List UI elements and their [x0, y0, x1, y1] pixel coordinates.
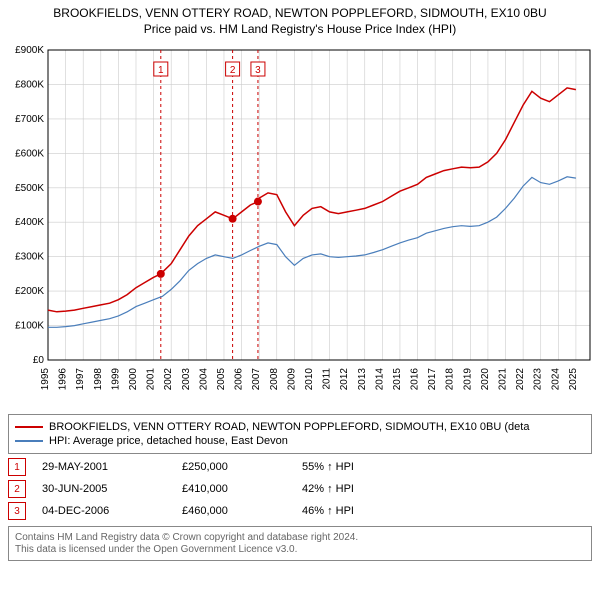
svg-text:2006: 2006 [234, 368, 245, 391]
svg-text:2024: 2024 [550, 368, 561, 391]
svg-text:2018: 2018 [445, 368, 456, 391]
svg-text:3: 3 [255, 65, 261, 76]
transaction-date: 29-MAY-2001 [42, 461, 182, 473]
svg-text:2023: 2023 [533, 368, 544, 391]
svg-text:2017: 2017 [427, 368, 438, 391]
svg-text:2003: 2003 [181, 368, 192, 391]
chart-title: BROOKFIELDS, VENN OTTERY ROAD, NEWTON PO… [0, 0, 600, 20]
footer-line-2: This data is licensed under the Open Gov… [15, 544, 585, 555]
svg-text:£400K: £400K [15, 217, 44, 228]
chart-subtitle: Price paid vs. HM Land Registry's House … [0, 20, 600, 40]
svg-text:2001: 2001 [146, 368, 157, 391]
svg-text:2022: 2022 [515, 368, 526, 391]
legend-label: BROOKFIELDS, VENN OTTERY ROAD, NEWTON PO… [49, 421, 529, 433]
svg-text:£0: £0 [33, 355, 45, 366]
svg-text:2: 2 [230, 65, 236, 76]
chart-area: £0 £100K £200K £300K £400K £500K £600K £700K £80… [0, 40, 600, 410]
line-chart: £0 £100K £200K £300K £400K £500K £600K £700K £80… [0, 40, 600, 410]
transaction-pct: 55% ↑ HPI [302, 461, 422, 473]
svg-text:2009: 2009 [286, 368, 297, 391]
svg-text:2019: 2019 [462, 368, 473, 391]
svg-text:1998: 1998 [93, 368, 104, 391]
svg-text:2002: 2002 [163, 368, 174, 391]
transaction-marker: 2 [8, 480, 26, 498]
svg-text:2008: 2008 [269, 368, 280, 391]
svg-text:2000: 2000 [128, 368, 139, 391]
transactions-table: 1 29-MAY-2001£250,00055% ↑ HPI 2 30-JUN-200… [8, 458, 592, 520]
legend-item: HPI: Average price, detached house, East… [15, 435, 585, 447]
transaction-price: £250,000 [182, 461, 302, 473]
svg-text:2015: 2015 [392, 368, 403, 391]
svg-text:2007: 2007 [251, 368, 262, 391]
transaction-marker: 3 [8, 502, 26, 520]
svg-text:2004: 2004 [198, 368, 209, 391]
transaction-row: 2 30-JUN-2005£410,00042% ↑ HPI [8, 480, 592, 498]
transaction-row: 3 04-DEC-2006£460,00046% ↑ HPI [8, 502, 592, 520]
transaction-marker: 1 [8, 458, 26, 476]
footer-line-1: Contains HM Land Registry data © Crown c… [15, 532, 585, 543]
svg-text:£600K: £600K [15, 148, 44, 159]
transaction-date: 30-JUN-2005 [42, 483, 182, 495]
svg-text:1999: 1999 [110, 368, 121, 391]
legend-swatch [15, 426, 43, 428]
svg-text:2013: 2013 [357, 368, 368, 391]
svg-text:2016: 2016 [410, 368, 421, 391]
svg-text:2021: 2021 [498, 368, 509, 391]
svg-text:2020: 2020 [480, 368, 491, 391]
transaction-pct: 42% ↑ HPI [302, 483, 422, 495]
transaction-date: 04-DEC-2006 [42, 505, 182, 517]
legend-swatch [15, 440, 43, 442]
svg-text:£300K: £300K [15, 252, 44, 263]
transaction-price: £410,000 [182, 483, 302, 495]
footer-attribution: Contains HM Land Registry data © Crown c… [8, 526, 592, 561]
svg-text:£900K: £900K [15, 45, 44, 56]
svg-text:2005: 2005 [216, 368, 227, 391]
svg-text:2025: 2025 [568, 368, 579, 391]
svg-text:1: 1 [158, 65, 164, 76]
svg-text:1997: 1997 [75, 368, 86, 391]
svg-text:2012: 2012 [339, 368, 350, 391]
legend-item: BROOKFIELDS, VENN OTTERY ROAD, NEWTON PO… [15, 421, 585, 433]
legend-label: HPI: Average price, detached house, East… [49, 435, 288, 447]
svg-text:1996: 1996 [58, 368, 69, 391]
svg-text:2014: 2014 [374, 368, 385, 391]
svg-text:£700K: £700K [15, 114, 44, 125]
svg-text:£800K: £800K [15, 79, 44, 90]
svg-text:£200K: £200K [15, 286, 44, 297]
chart-container: BROOKFIELDS, VENN OTTERY ROAD, NEWTON PO… [0, 0, 600, 561]
svg-text:2010: 2010 [304, 368, 315, 391]
svg-text:2011: 2011 [322, 368, 333, 390]
transaction-pct: 46% ↑ HPI [302, 505, 422, 517]
svg-text:1995: 1995 [40, 368, 51, 391]
svg-text:£500K: £500K [15, 183, 44, 194]
transaction-row: 1 29-MAY-2001£250,00055% ↑ HPI [8, 458, 592, 476]
svg-text:£100K: £100K [15, 321, 44, 332]
transaction-price: £460,000 [182, 505, 302, 517]
legend: BROOKFIELDS, VENN OTTERY ROAD, NEWTON PO… [8, 414, 592, 454]
